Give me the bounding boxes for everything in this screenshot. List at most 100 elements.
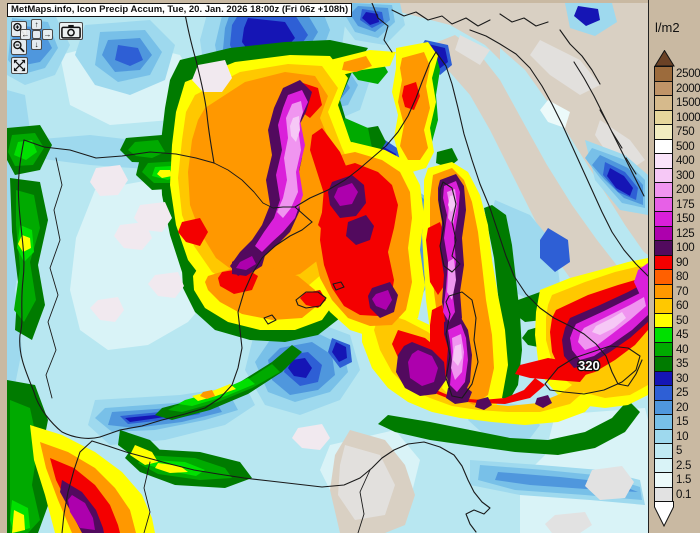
- legend-step: 750: [654, 124, 700, 140]
- pan-up-button[interactable]: ↑: [31, 19, 42, 30]
- legend-step: 300: [654, 167, 700, 183]
- legend-step: 70: [654, 283, 700, 299]
- legend-value: 500: [676, 140, 695, 153]
- legend-value: 100: [676, 242, 695, 255]
- legend-swatch: [654, 269, 673, 285]
- legend-panel: l/m2 2500 2000 1500 1000 750 500 400 300 200 175 1…: [648, 0, 700, 533]
- legend-swatch: [654, 443, 673, 459]
- legend-swatch: [654, 80, 673, 96]
- legend-value: 15: [676, 416, 689, 429]
- weather-map-canvas[interactable]: 320: [7, 3, 648, 533]
- snapshot-button[interactable]: [59, 22, 83, 40]
- coastlines: [17, 3, 648, 533]
- legend-swatch: [654, 486, 673, 502]
- legend-step: 35: [654, 356, 700, 372]
- legend-step: 40: [654, 341, 700, 357]
- legend-swatch: [654, 138, 673, 154]
- legend-swatch: [654, 254, 673, 270]
- legend-step: 100: [654, 240, 700, 256]
- legend-step: 125: [654, 225, 700, 241]
- legend-steps: 2500 2000 1500 1000 750 500 400 300 200 175 150 125…: [654, 66, 700, 502]
- legend-swatch: [654, 472, 673, 488]
- legend-swatch: [654, 196, 673, 212]
- legend-swatch: [654, 341, 673, 357]
- legend-value: 2000: [676, 82, 700, 95]
- pan-right-button[interactable]: →: [42, 29, 53, 40]
- legend-step: 30: [654, 370, 700, 386]
- legend-step: 90: [654, 254, 700, 270]
- legend-value: 60: [676, 300, 689, 313]
- legend-value: 80: [676, 271, 689, 284]
- legend-swatch: [654, 457, 673, 473]
- legend-arrow-bottom: [654, 501, 674, 527]
- map-title-bar: MetMaps.info, Icon Precip Accum, Tue, 20…: [7, 3, 353, 17]
- legend-value: 90: [676, 256, 689, 269]
- legend-step: 0.1: [654, 486, 700, 502]
- legend-value: 35: [676, 358, 689, 371]
- legend-step: 500: [654, 138, 700, 154]
- pan-center-button[interactable]: [32, 30, 41, 39]
- legend-step: 10: [654, 428, 700, 444]
- legend-value: 1000: [676, 111, 700, 124]
- expand-icon: [13, 59, 26, 72]
- legend-step: 1000: [654, 109, 700, 125]
- legend-step: 45: [654, 327, 700, 343]
- legend-unit-label: l/m2: [655, 20, 680, 35]
- legend-step: 1.5: [654, 472, 700, 488]
- legend-step: 2.5: [654, 457, 700, 473]
- legend-step: 2000: [654, 80, 700, 96]
- fullscreen-button[interactable]: [11, 57, 28, 74]
- legend-step: 25: [654, 385, 700, 401]
- peak-value-text: 320: [578, 358, 600, 373]
- legend-value: 150: [676, 213, 695, 226]
- legend-swatch: [654, 414, 673, 430]
- legend-step: 200: [654, 182, 700, 198]
- legend-step: 400: [654, 153, 700, 169]
- legend-value: 750: [676, 126, 695, 139]
- legend-step: 5: [654, 443, 700, 459]
- legend-swatch: [654, 109, 673, 125]
- legend-value: 10: [676, 430, 689, 443]
- legend-arrow-top: [654, 50, 675, 67]
- legend-swatch: [654, 124, 673, 140]
- arrow-up-icon: ↑: [34, 19, 39, 29]
- legend-step: 80: [654, 269, 700, 285]
- legend-value: 25: [676, 387, 689, 400]
- precip-level-300: [290, 116, 626, 366]
- legend-step: 15: [654, 414, 700, 430]
- legend-step: 1500: [654, 95, 700, 111]
- legend-value: 200: [676, 184, 695, 197]
- legend-value: 0.1: [676, 488, 692, 501]
- legend-value: 300: [676, 169, 695, 182]
- legend-swatch: [654, 312, 673, 328]
- legend-swatch: [654, 167, 673, 183]
- legend-swatch: [654, 327, 673, 343]
- legend-color-bar: 2500 2000 1500 1000 750 500 400 300 200 175 150 125…: [654, 50, 700, 527]
- precip-level-125: [68, 183, 438, 530]
- legend-swatch: [654, 356, 673, 372]
- legend-swatch: [654, 399, 673, 415]
- legend-value: 1.5: [676, 474, 692, 487]
- zoom-out-button[interactable]: [11, 39, 27, 55]
- legend-value: 175: [676, 198, 695, 211]
- pan-down-button[interactable]: ↓: [31, 39, 42, 50]
- legend-step: 175: [654, 196, 700, 212]
- legend-step: 60: [654, 298, 700, 314]
- arrow-right-icon: →: [43, 29, 52, 39]
- legend-swatch: [654, 153, 673, 169]
- pan-left-button[interactable]: ←: [20, 29, 31, 40]
- legend-value: 30: [676, 372, 689, 385]
- legend-value: 1500: [676, 97, 700, 110]
- legend-swatch: [654, 370, 673, 386]
- legend-value: 2500: [676, 68, 700, 81]
- legend-swatch: [654, 95, 673, 111]
- legend-value: 5: [676, 445, 683, 458]
- legend-swatch: [654, 298, 673, 314]
- legend-value: 125: [676, 227, 695, 240]
- legend-swatch: [654, 225, 673, 241]
- legend-step: 2500: [654, 66, 700, 82]
- legend-step: 20: [654, 399, 700, 415]
- legend-swatch: [654, 428, 673, 444]
- legend-swatch: [654, 283, 673, 299]
